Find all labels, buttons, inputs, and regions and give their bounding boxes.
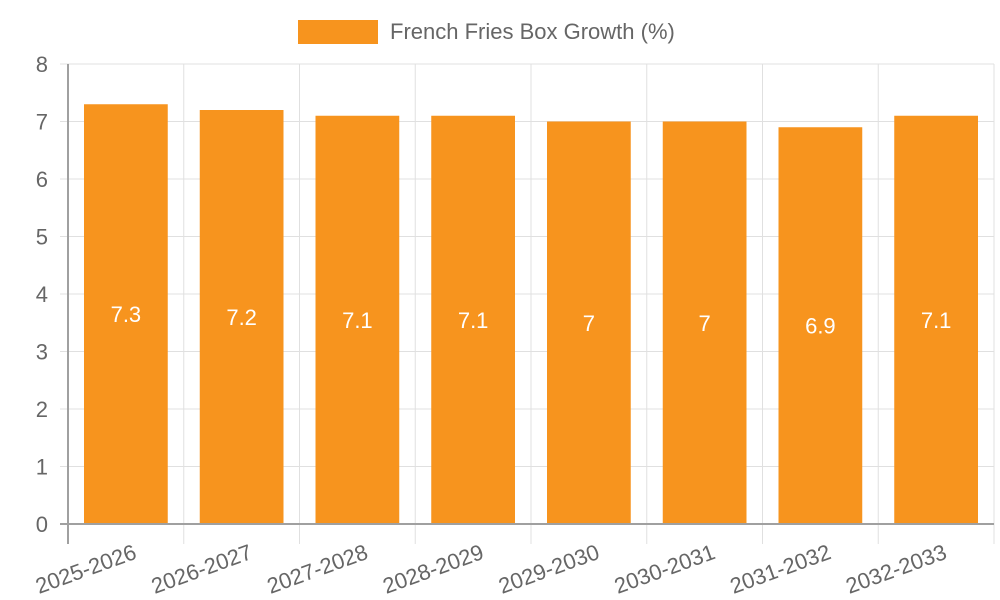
bar[interactable] xyxy=(431,115,515,524)
x-tick-label: 2026-2027 xyxy=(148,539,255,598)
bar[interactable] xyxy=(84,104,168,524)
x-tick-label: 2028-2029 xyxy=(379,539,486,598)
bar[interactable] xyxy=(662,121,747,525)
x-tick-label: 2031-2032 xyxy=(727,539,834,598)
chart-legend[interactable]: French Fries Box Growth (%) xyxy=(298,19,675,45)
bar-value-label: 6.9 xyxy=(805,314,836,339)
bar-value-label: 7.1 xyxy=(342,308,373,333)
x-tick-label: 2032-2033 xyxy=(842,539,949,598)
bar[interactable] xyxy=(547,121,631,525)
bar-value-label: 7.1 xyxy=(458,308,489,333)
bar[interactable] xyxy=(894,115,978,524)
bar-value-label: 7 xyxy=(699,311,711,336)
y-tick-label: 8 xyxy=(36,52,48,77)
y-tick-label: 6 xyxy=(36,167,48,192)
y-tick-label: 5 xyxy=(36,225,48,250)
data-labels: 7.3 7.2 7.1 7.1 7 7 6.9 7.1 xyxy=(111,302,952,339)
bars xyxy=(84,104,978,524)
bar-value-label: 7.1 xyxy=(921,308,952,333)
bar-value-label: 7 xyxy=(583,311,595,336)
y-tick-label: 4 xyxy=(36,282,48,307)
bar-value-label: 7.2 xyxy=(226,305,257,330)
y-tick-label: 1 xyxy=(36,455,48,480)
y-tick-label: 7 xyxy=(36,110,48,135)
bar[interactable] xyxy=(199,110,284,524)
x-tick-label: 2030-2031 xyxy=(611,539,718,598)
y-tick-label: 0 xyxy=(36,512,48,537)
x-tick-label: 2025-2026 xyxy=(32,539,139,598)
legend-swatch xyxy=(298,20,378,44)
bar-value-label: 7.3 xyxy=(111,302,142,327)
bar[interactable] xyxy=(778,127,863,524)
y-tick-label: 2 xyxy=(36,397,48,422)
x-tick-label: 2027-2028 xyxy=(264,539,371,598)
legend-label: French Fries Box Growth (%) xyxy=(390,19,675,44)
bar[interactable] xyxy=(315,115,400,524)
y-tick-label: 3 xyxy=(36,340,48,365)
x-tick-label: 2029-2030 xyxy=(495,539,602,598)
